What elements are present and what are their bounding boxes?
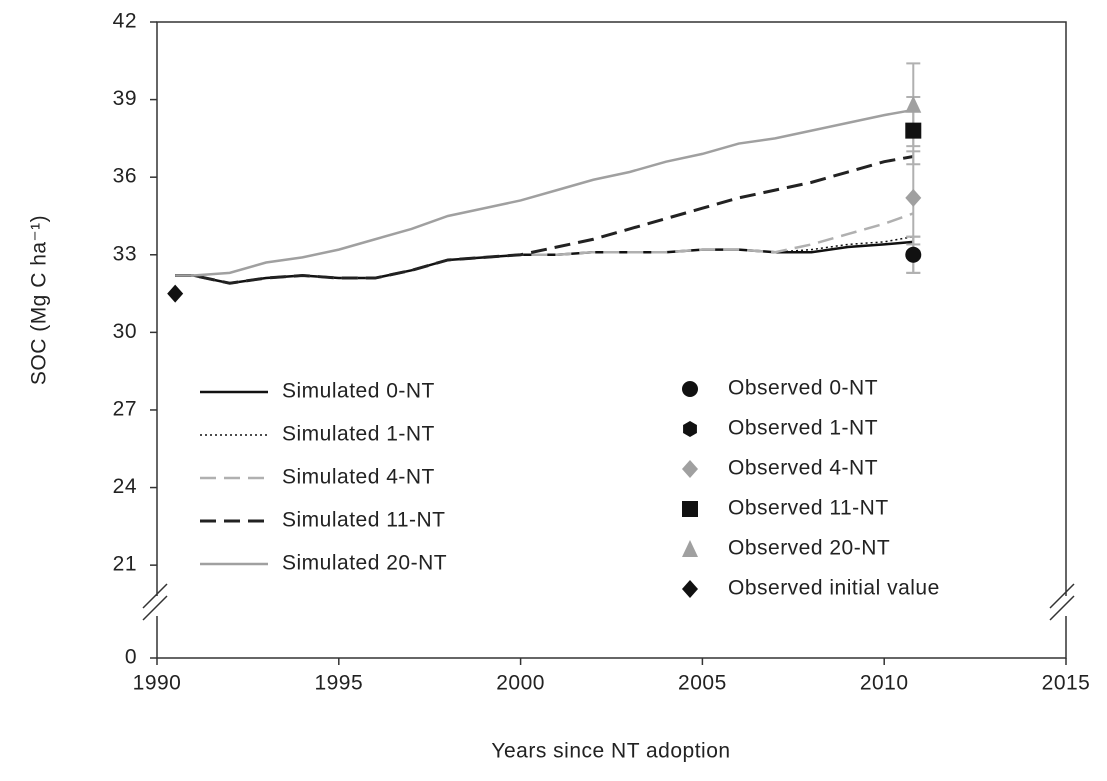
legend-marker (682, 501, 698, 517)
legend-label: Simulated 4-NT (282, 466, 435, 489)
legend-label: Simulated 1-NT (282, 423, 435, 446)
x-tick-label: 2015 (1042, 672, 1091, 695)
legend-label: Simulated 0-NT (282, 380, 435, 403)
legend-marker (682, 381, 698, 397)
legend-label: Observed 4-NT (728, 457, 878, 480)
x-tick-label: 2000 (496, 672, 545, 695)
y-axis-label: SOC (Mg C ha⁻¹) (28, 215, 51, 385)
x-tick-label: 1990 (133, 672, 182, 695)
legend-marker (683, 421, 697, 437)
marker (905, 122, 922, 139)
marker (905, 95, 922, 113)
break-mark (1049, 583, 1075, 609)
marker (905, 188, 922, 207)
y-tick-label: 27 (113, 398, 137, 421)
legend-label: Observed initial value (728, 577, 940, 600)
legend-marker (682, 460, 698, 478)
marker (167, 284, 184, 303)
y-tick-label: 24 (113, 475, 137, 498)
y-tick-label: 36 (113, 165, 137, 188)
series-line (175, 155, 914, 285)
y-tick-label: 39 (113, 87, 137, 110)
x-tick-label: 2005 (678, 672, 727, 695)
axis-break-right (1049, 583, 1076, 621)
legend-label: Simulated 11-NT (282, 509, 446, 532)
x-axis-label: Years since NT adoption (491, 740, 730, 763)
break-mark (142, 583, 168, 609)
series-line (175, 108, 914, 277)
legend-label: Observed 1-NT (728, 417, 878, 440)
plot-frame (156, 21, 1067, 659)
legend-marker (682, 580, 698, 598)
legend-label: Observed 20-NT (728, 537, 890, 560)
break-mark (1049, 595, 1075, 621)
legend-label: Observed 11-NT (728, 497, 889, 520)
y-tick-label: 30 (113, 320, 137, 343)
break-gap (1056, 596, 1076, 616)
legend-label: Simulated 20-NT (282, 552, 447, 575)
legend-label: Observed 0-NT (728, 377, 878, 400)
y-tick-label: 42 (113, 10, 137, 33)
x-tick-label: 2010 (860, 672, 909, 695)
break-mark (142, 595, 168, 621)
marker (906, 246, 921, 263)
y-tick-label: 0 (125, 646, 137, 669)
y-tick-label: 21 (113, 553, 137, 576)
legend-marker (682, 540, 698, 557)
y-tick-label: 33 (113, 242, 137, 265)
axis-break-left (142, 583, 168, 621)
x-tick-label: 1995 (314, 672, 363, 695)
